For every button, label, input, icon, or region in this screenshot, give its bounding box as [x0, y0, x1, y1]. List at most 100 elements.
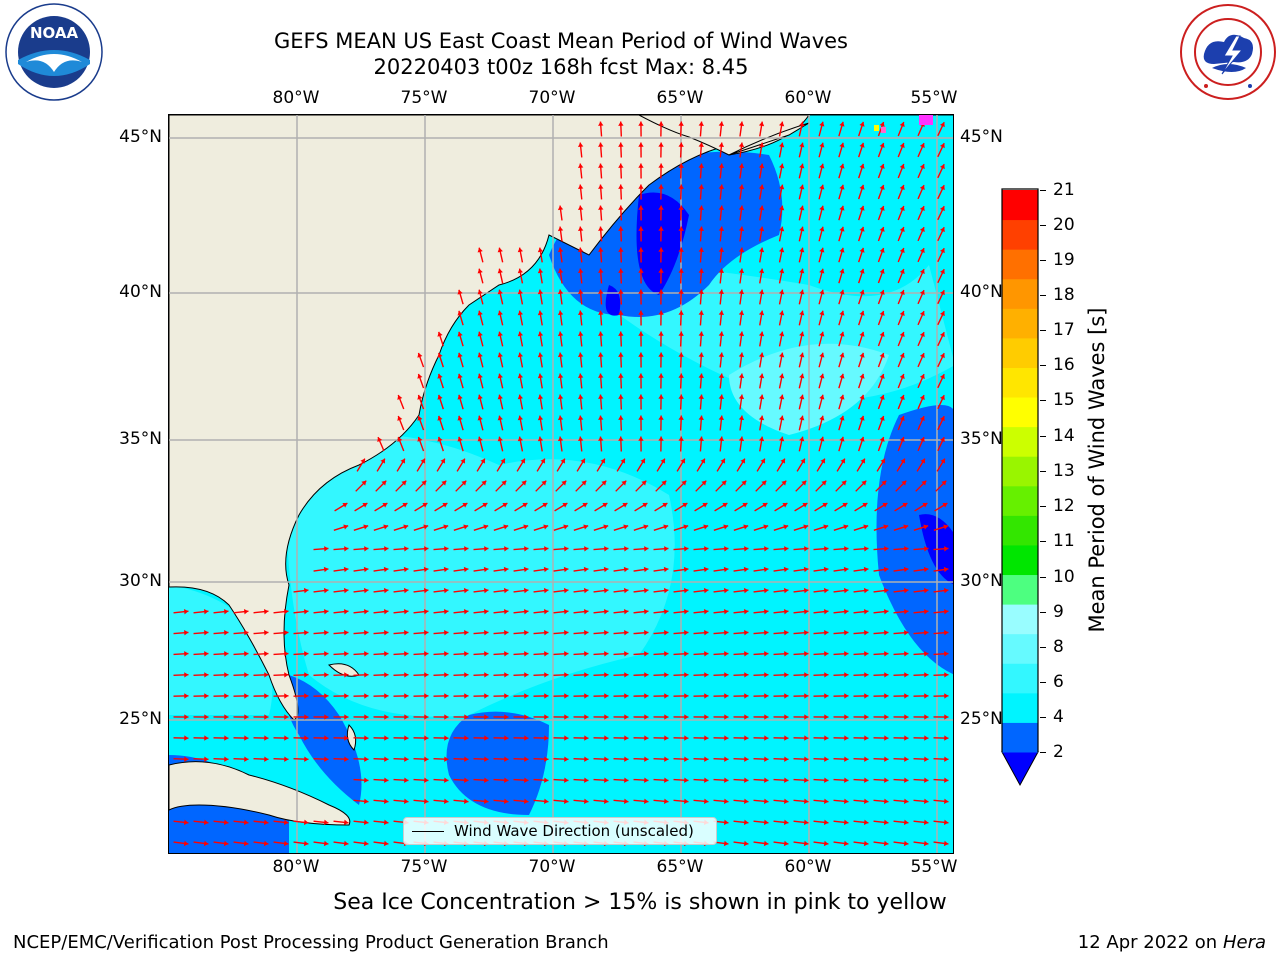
- wave-direction-arrowhead: [638, 163, 644, 168]
- wave-direction-arrowhead: [923, 840, 929, 847]
- wave-direction-arrowhead: [760, 458, 765, 464]
- colorbar: [1000, 187, 1040, 787]
- wave-direction-arrowhead: [343, 840, 349, 847]
- wave-direction-arrowhead: [243, 608, 249, 615]
- wave-direction-arrowhead: [883, 587, 889, 594]
- wave-direction-arrowhead: [884, 714, 889, 720]
- wave-direction-arrowhead: [879, 415, 885, 421]
- wave-direction-arrowhead: [557, 268, 564, 274]
- wave-direction-arrowhead: [899, 353, 905, 358]
- wave-direction-arrowhead: [441, 480, 447, 486]
- wave-direction-arrowhead: [903, 524, 909, 530]
- wave-direction-arrowhead: [764, 777, 769, 783]
- wave-direction-arrowhead: [384, 798, 389, 804]
- wave-direction-arrowhead: [924, 756, 929, 762]
- wave-direction-arrowhead: [799, 247, 805, 253]
- wave-direction-arrowhead: [923, 524, 929, 530]
- wave-direction-arrowhead: [457, 331, 463, 337]
- footer-host: Hera: [1222, 932, 1266, 953]
- wave-direction-arrowhead: [664, 672, 669, 678]
- wave-direction-arrowhead: [397, 416, 403, 421]
- wave-direction-arrowhead: [944, 735, 949, 741]
- wave-direction-arrowhead: [784, 546, 789, 552]
- wave-direction-arrowhead: [839, 268, 845, 274]
- wave-direction-arrowhead: [784, 756, 789, 762]
- wave-direction-arrowhead: [742, 503, 748, 508]
- wave-direction-arrowhead: [544, 756, 549, 762]
- wave-direction-arrowhead: [703, 524, 709, 530]
- wave-direction-arrowhead: [584, 672, 589, 678]
- colorbar-tick-label: 19: [1053, 250, 1075, 270]
- wave-direction-arrowhead: [684, 798, 689, 804]
- wave-direction-arrowhead: [678, 205, 684, 210]
- wave-direction-arrowhead: [703, 566, 709, 573]
- wave-direction-arrowhead: [517, 268, 524, 274]
- wave-direction-arrowhead: [664, 651, 669, 657]
- wave-direction-arrowhead: [779, 142, 785, 148]
- wave-direction-arrowhead: [544, 714, 549, 720]
- wave-direction-arrowhead: [820, 458, 825, 464]
- wave-direction-arrowhead: [204, 693, 209, 699]
- wave-direction-arrowhead: [537, 352, 544, 358]
- wave-direction-arrowhead: [839, 415, 845, 421]
- wave-direction-arrowhead: [437, 394, 443, 400]
- wave-direction-arrowhead: [504, 630, 509, 636]
- wave-direction-arrowhead: [884, 756, 889, 762]
- wave-direction-arrowhead: [537, 268, 544, 274]
- wave-direction-arrowhead: [704, 735, 709, 741]
- wave-direction-arrowhead: [483, 524, 489, 530]
- colorbar-label: Mean Period of Wind Waves [s]: [1085, 307, 1109, 633]
- wave-direction-arrowhead: [482, 503, 488, 508]
- wave-direction-arrowhead: [658, 163, 664, 168]
- wave-direction-arrowhead: [738, 184, 745, 190]
- lon-tick-top: 75°W: [400, 88, 448, 108]
- wave-direction-arrowhead: [738, 226, 745, 232]
- wave-direction-arrowhead: [859, 352, 865, 358]
- wave-direction-arrowhead: [561, 480, 567, 486]
- wave-direction-arrowhead: [821, 480, 827, 486]
- wave-direction-arrowhead: [578, 289, 584, 295]
- colorbar-tick-mark: [1040, 752, 1046, 753]
- wave-direction-arrowhead: [383, 524, 389, 530]
- wave-direction-arrowhead: [383, 608, 389, 615]
- wave-direction-arrowhead: [779, 331, 785, 337]
- noaa-logo: NOAA: [4, 2, 104, 102]
- wave-direction-arrowhead: [801, 480, 807, 486]
- wave-direction-arrowhead: [618, 373, 624, 378]
- wave-direction-arrowhead: [859, 268, 865, 274]
- chart-subtitle: 20220403 t00z 168h fcst Max: 8.45: [373, 55, 749, 79]
- wave-direction-arrowhead: [223, 840, 229, 847]
- wave-direction-arrowhead: [744, 756, 749, 762]
- wave-direction-arrowhead: [944, 714, 949, 720]
- wave-direction-arrowhead: [923, 608, 929, 615]
- wave-direction-arrowhead: [799, 373, 805, 379]
- wave-direction-arrowhead: [497, 331, 503, 337]
- wave-direction-arrowhead: [899, 143, 905, 148]
- wave-direction-arrowhead: [899, 374, 905, 379]
- wave-direction-arrowhead: [943, 566, 949, 573]
- wave-direction-arrowhead: [560, 458, 565, 464]
- wave-direction-arrowhead: [224, 756, 229, 762]
- wave-direction-arrowhead: [678, 247, 684, 252]
- wave-direction-arrowhead: [658, 331, 664, 336]
- wave-direction-arrowhead: [464, 693, 469, 699]
- wave-direction-arrowhead: [839, 205, 845, 211]
- wave-direction-arrowhead: [764, 651, 769, 657]
- wave-direction-arrowhead: [544, 693, 549, 699]
- period-6-8-region: [169, 585, 273, 715]
- wave-direction-arrowhead: [460, 458, 465, 464]
- wave-direction-arrowhead: [799, 394, 805, 400]
- wave-direction-arrowhead: [824, 714, 829, 720]
- colorbar-segment: [1002, 397, 1038, 428]
- wave-direction-arrowhead: [598, 373, 604, 378]
- wave-direction-arrowhead: [483, 608, 489, 615]
- wave-direction-arrowhead: [924, 714, 929, 720]
- wave-direction-arrowhead: [884, 672, 889, 678]
- wave-direction-arrowhead: [859, 331, 865, 337]
- wave-direction-arrowhead: [804, 735, 809, 741]
- wave-direction-arrowhead: [618, 289, 624, 294]
- wave-direction-arrowhead: [537, 394, 544, 400]
- wave-direction-arrowhead: [618, 205, 624, 210]
- wave-direction-arrowhead: [424, 714, 429, 720]
- wave-direction-arrowhead: [264, 630, 269, 636]
